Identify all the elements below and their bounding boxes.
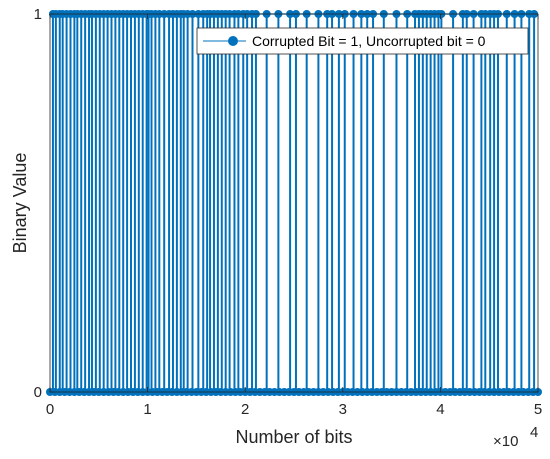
x-tick-label: 4 (436, 401, 444, 418)
axes-layer (49, 13, 539, 393)
x-tick-label: 5 (534, 401, 542, 418)
x-tick-label: 1 (143, 401, 151, 418)
x-tick-label: 0 (46, 401, 54, 418)
legend-label: Corrupted Bit = 1, Uncorrupted bit = 0 (252, 33, 486, 49)
tick-layer: 0 1 2 3 4 5 0 1 (34, 6, 543, 418)
x-tick-label: 2 (241, 401, 249, 418)
x-axis-label: Number of bits (235, 427, 352, 447)
y-tick-label: 1 (34, 6, 42, 23)
legend: Corrupted Bit = 1, Uncorrupted bit = 0 (196, 27, 529, 55)
x-exponent-base: ×10 (493, 433, 518, 450)
plot-area-border (49, 13, 539, 393)
x-exponent-power: 4 (530, 424, 538, 441)
x-exponent: ×10 4 (493, 424, 538, 450)
x-tick-label: 3 (339, 401, 347, 418)
legend-box (196, 27, 529, 55)
legend-marker-sample (228, 36, 238, 46)
y-tick-label: 0 (34, 384, 42, 401)
y-axis-label: Binary Value (10, 153, 30, 254)
series-layer (46, 10, 542, 396)
